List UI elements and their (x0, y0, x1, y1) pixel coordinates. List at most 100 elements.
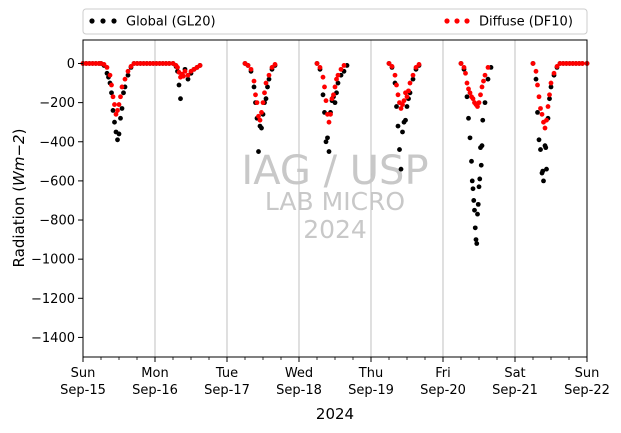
diffuse-point (326, 119, 332, 125)
diffuse-point (104, 65, 110, 70)
diffuse-point (554, 64, 560, 69)
y-tick-label: −200 (39, 96, 75, 111)
global-point (535, 110, 540, 115)
global-point (259, 125, 264, 131)
global-point (478, 162, 484, 168)
global-point (474, 241, 480, 246)
diffuse-point (467, 90, 473, 96)
diffuse-point (545, 104, 551, 109)
diffuse-point (395, 92, 401, 98)
x-tick-label-date: Sep-16 (132, 383, 178, 398)
x-tick-label-day: Sun (71, 366, 96, 381)
diffuse-point (533, 68, 539, 74)
legend-global-label: Global (GL20) (126, 15, 216, 30)
diffuse-point (259, 110, 264, 115)
diffuse-point (322, 84, 327, 90)
watermark: IAG / USP LAB MICRO 2024 (241, 148, 428, 244)
diffuse-point (542, 125, 548, 131)
diffuse-point (181, 73, 186, 79)
diffuse-point (548, 80, 554, 86)
diffuse-point (257, 117, 263, 123)
diffuse-point (197, 63, 203, 68)
diffuse-point (392, 72, 398, 78)
diffuse-point (466, 86, 471, 92)
diffuse-point (329, 96, 335, 102)
watermark-line1: IAG / USP (241, 148, 428, 194)
global-point (109, 90, 114, 96)
global-point (480, 117, 486, 123)
diffuse-point (530, 61, 536, 66)
global-point (473, 237, 479, 242)
diffuse-point (260, 100, 266, 106)
global-point (476, 184, 482, 190)
global-point (410, 76, 416, 82)
global-point (115, 137, 120, 143)
global-point (464, 94, 470, 100)
diffuse-point (109, 82, 114, 88)
global-point (394, 104, 399, 109)
x-tick-label-date: Sep-17 (204, 383, 250, 398)
diffuse-point (580, 61, 585, 66)
x-axis-title: 2024 (316, 405, 354, 423)
diffuse-point (262, 90, 267, 96)
diffuse-point (328, 111, 333, 117)
global-point (119, 106, 125, 111)
diffuse-point (118, 94, 123, 100)
diffuse-point (410, 72, 416, 78)
global-point (479, 143, 485, 149)
global-point (398, 166, 404, 172)
global-point (112, 119, 117, 125)
global-point (541, 178, 546, 184)
diffuse-point (128, 64, 134, 69)
global-point (548, 84, 554, 90)
diffuse-point (166, 61, 172, 66)
y-tick-label: −400 (39, 135, 75, 150)
global-point (485, 76, 491, 82)
legend-frame (82, 8, 588, 35)
x-tick-label-date: Sep-15 (60, 383, 106, 398)
diffuse-point (341, 63, 347, 68)
diffuse-point (463, 70, 468, 76)
diffuse-point (475, 104, 480, 109)
diffuse-point (485, 65, 491, 70)
global-point (251, 84, 257, 90)
global-point (176, 82, 182, 88)
diffuse-point (401, 98, 407, 104)
y-tick-label: −1200 (31, 292, 75, 307)
diffuse-point (535, 82, 540, 88)
global-point (178, 96, 183, 102)
global-point (466, 115, 471, 121)
x-axis: Sun Sep-15 Mon Sep-16 Tue Sep-17 Wed Sep-18 Thu S… (60, 357, 610, 398)
y-tick-label: −800 (39, 214, 75, 229)
global-point (323, 139, 329, 145)
diffuse-point (317, 65, 323, 70)
x-tick-label-date: Sep-19 (348, 383, 394, 398)
diffuse-point (113, 111, 119, 117)
x-tick-label-day: Sun (575, 366, 600, 381)
global-point (477, 176, 483, 182)
diffuse-point (332, 84, 338, 90)
diffuse-point (389, 64, 395, 69)
diffuse-point (464, 80, 470, 86)
diffuse-point (107, 72, 113, 78)
diffuse-point (110, 94, 116, 100)
diffuse-point (406, 88, 411, 94)
diffuse-point (101, 62, 107, 67)
diffuse-point (479, 84, 485, 90)
diffuse-point (320, 74, 326, 80)
diffuse-point (254, 100, 260, 106)
diffuse-point (116, 102, 122, 107)
diffuse-point (544, 117, 549, 123)
global-point (320, 92, 326, 98)
diffuse-point (115, 108, 120, 113)
diffuse-point (551, 70, 557, 76)
diffuse-point (538, 106, 543, 111)
diffuse-point (185, 72, 191, 78)
legend-global-marker (89, 18, 117, 24)
global-point (547, 96, 552, 102)
diffuse-point (338, 66, 344, 72)
diffuse-point (400, 102, 405, 107)
global-point (265, 84, 270, 90)
